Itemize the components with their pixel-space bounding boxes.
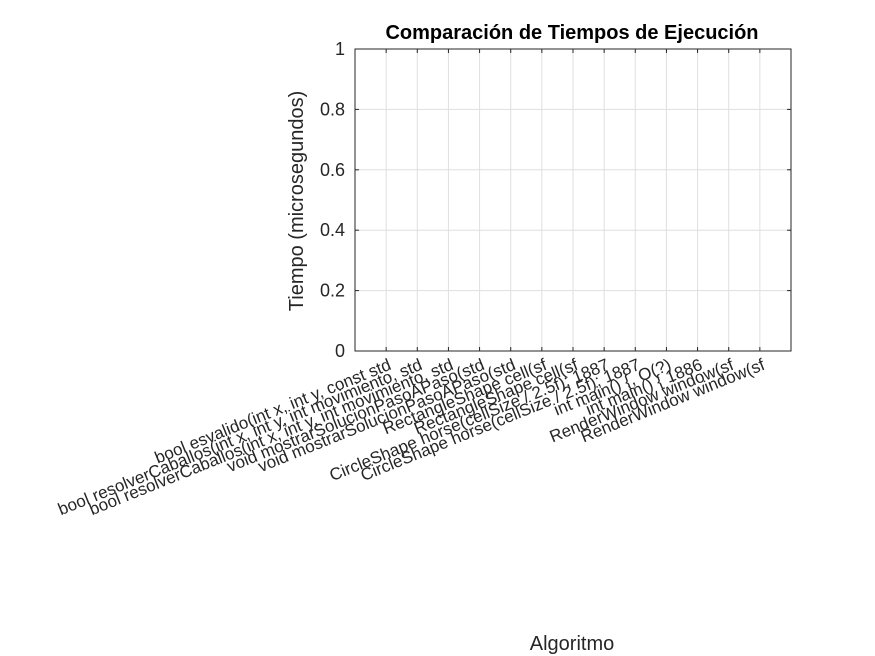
y-tick-labels: 0 0.2 0.4 0.6 0.8 1 [320,39,345,361]
grid-lines [355,49,791,351]
y-tick-label: 0.4 [320,220,345,240]
chart-title: Comparación de Tiempos de Ejecución [385,22,758,44]
tick-marks [355,48,791,352]
y-tick-label: 0.8 [320,99,345,119]
y-tick-label: 1 [335,39,345,59]
y-tick-label: 0.6 [320,160,345,180]
y-axis-label: Tiempo (microsegundos) [286,91,308,311]
x-axis-label: Algoritmo [530,633,614,655]
y-tick-label: 0 [335,341,345,361]
y-tick-label: 0.2 [320,281,345,301]
